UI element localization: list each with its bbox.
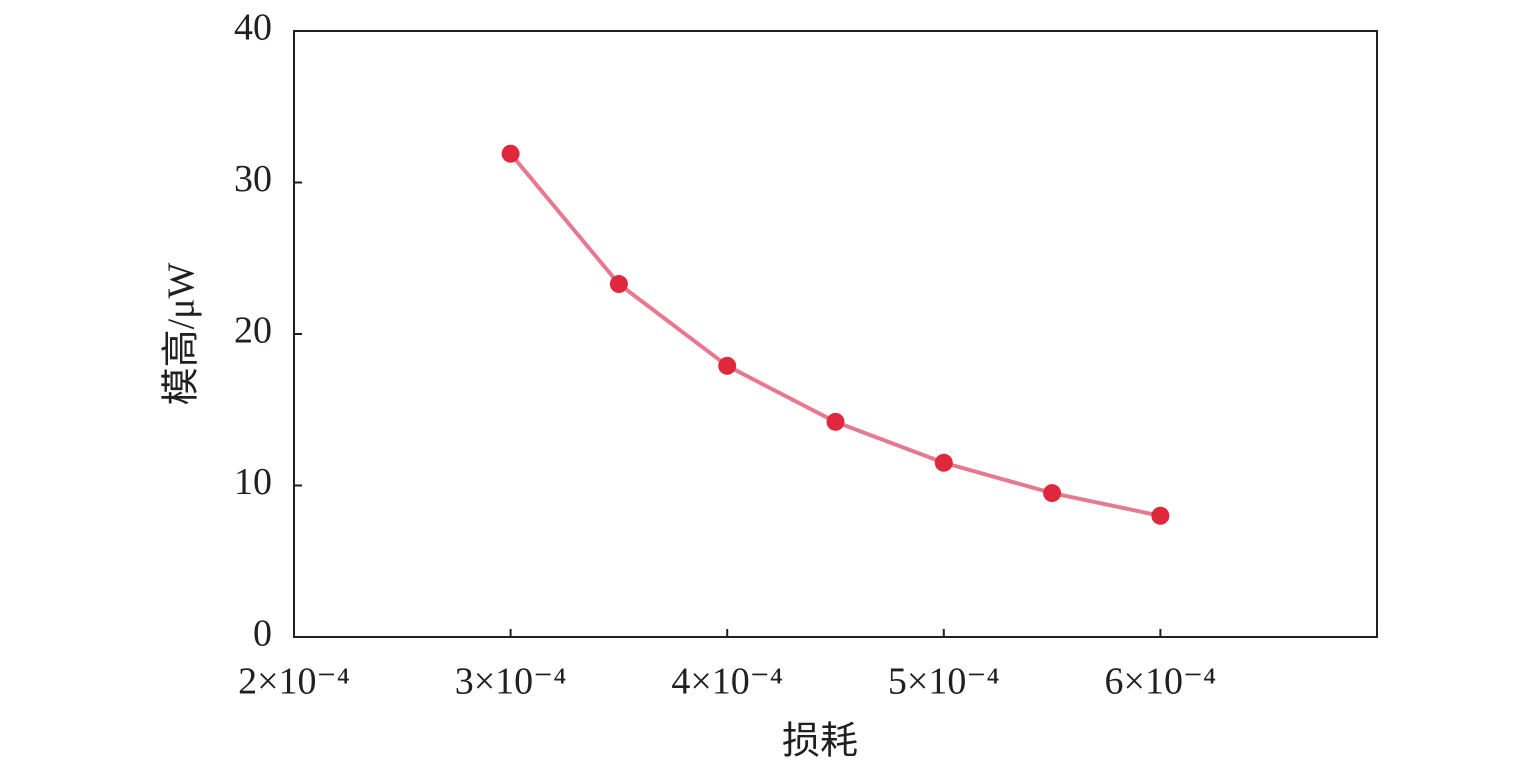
x-tick-label: 3×10⁻⁴ <box>455 661 567 703</box>
data-point <box>1151 506 1170 525</box>
y-axis-label: 模高/μW <box>161 262 203 405</box>
y-tick-label: 20 <box>234 310 272 352</box>
data-point <box>718 356 737 375</box>
plot-frame <box>293 30 1378 638</box>
y-tick-label: 0 <box>253 613 272 655</box>
y-tick-label: 40 <box>234 7 272 49</box>
x-tick-label: 2×10⁻⁴ <box>238 661 350 703</box>
data-line <box>509 152 1161 518</box>
x-tick-label: 6×10⁻⁴ <box>1105 661 1217 703</box>
data-point <box>826 412 845 431</box>
data-point <box>609 275 628 294</box>
data-point <box>1043 484 1062 503</box>
x-tick-label: 5×10⁻⁴ <box>888 661 1000 703</box>
y-tick-label: 10 <box>234 461 272 503</box>
x-tick-label: 4×10⁻⁴ <box>671 661 783 703</box>
data-point <box>501 144 520 163</box>
y-tick-label: 30 <box>234 158 272 200</box>
data-point <box>934 453 953 472</box>
x-axis-label: 损耗 <box>782 721 858 763</box>
